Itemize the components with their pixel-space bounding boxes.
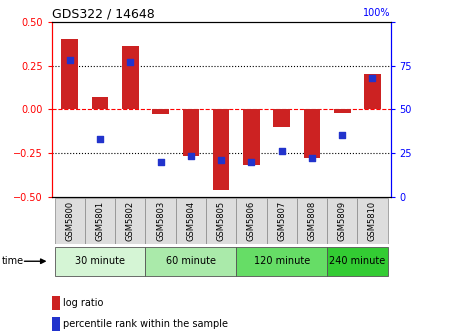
Text: GSM5806: GSM5806 xyxy=(247,201,256,241)
Point xyxy=(66,57,73,63)
Text: GSM5803: GSM5803 xyxy=(156,201,165,241)
FancyBboxPatch shape xyxy=(55,198,85,244)
FancyBboxPatch shape xyxy=(176,198,206,244)
Bar xyxy=(183,109,199,156)
Text: GSM5801: GSM5801 xyxy=(96,201,105,241)
Text: GSM5808: GSM5808 xyxy=(308,201,317,241)
Text: GSM5809: GSM5809 xyxy=(338,201,347,241)
FancyBboxPatch shape xyxy=(236,198,267,244)
FancyBboxPatch shape xyxy=(327,198,357,244)
Bar xyxy=(122,46,139,109)
Point xyxy=(339,133,346,138)
Bar xyxy=(334,109,351,113)
FancyBboxPatch shape xyxy=(297,198,327,244)
Point xyxy=(157,159,164,164)
FancyBboxPatch shape xyxy=(115,198,145,244)
FancyBboxPatch shape xyxy=(206,198,236,244)
Bar xyxy=(152,109,169,115)
FancyBboxPatch shape xyxy=(145,247,236,276)
Text: GDS322 / 14648: GDS322 / 14648 xyxy=(52,8,154,21)
Bar xyxy=(52,317,60,331)
Point xyxy=(187,154,194,159)
Point xyxy=(278,149,285,154)
Point xyxy=(127,59,134,65)
Bar xyxy=(243,109,260,165)
Text: log ratio: log ratio xyxy=(63,298,104,308)
Point xyxy=(369,75,376,80)
Bar xyxy=(273,109,290,127)
Text: GSM5807: GSM5807 xyxy=(277,201,286,241)
Text: GSM5810: GSM5810 xyxy=(368,201,377,241)
Bar xyxy=(92,97,108,109)
Bar xyxy=(62,39,78,109)
FancyBboxPatch shape xyxy=(236,247,327,276)
FancyBboxPatch shape xyxy=(85,198,115,244)
Point xyxy=(97,136,104,141)
Text: 100%: 100% xyxy=(363,8,391,18)
Text: GSM5800: GSM5800 xyxy=(65,201,74,241)
Bar xyxy=(213,109,229,190)
Text: 240 minute: 240 minute xyxy=(329,256,385,266)
FancyBboxPatch shape xyxy=(327,247,387,276)
Text: GSM5802: GSM5802 xyxy=(126,201,135,241)
Bar xyxy=(364,74,381,109)
Point xyxy=(218,157,225,163)
FancyBboxPatch shape xyxy=(55,247,145,276)
Point xyxy=(308,156,316,161)
Text: time: time xyxy=(2,256,24,266)
Text: 120 minute: 120 minute xyxy=(254,256,310,266)
FancyBboxPatch shape xyxy=(145,198,176,244)
Text: 30 minute: 30 minute xyxy=(75,256,125,266)
Text: 60 minute: 60 minute xyxy=(166,256,216,266)
Text: GSM5804: GSM5804 xyxy=(186,201,195,241)
Text: GSM5805: GSM5805 xyxy=(216,201,226,241)
FancyBboxPatch shape xyxy=(267,198,297,244)
Bar xyxy=(52,296,60,310)
Text: percentile rank within the sample: percentile rank within the sample xyxy=(63,319,229,329)
Point xyxy=(248,159,255,164)
Bar xyxy=(304,109,320,158)
FancyBboxPatch shape xyxy=(357,198,387,244)
